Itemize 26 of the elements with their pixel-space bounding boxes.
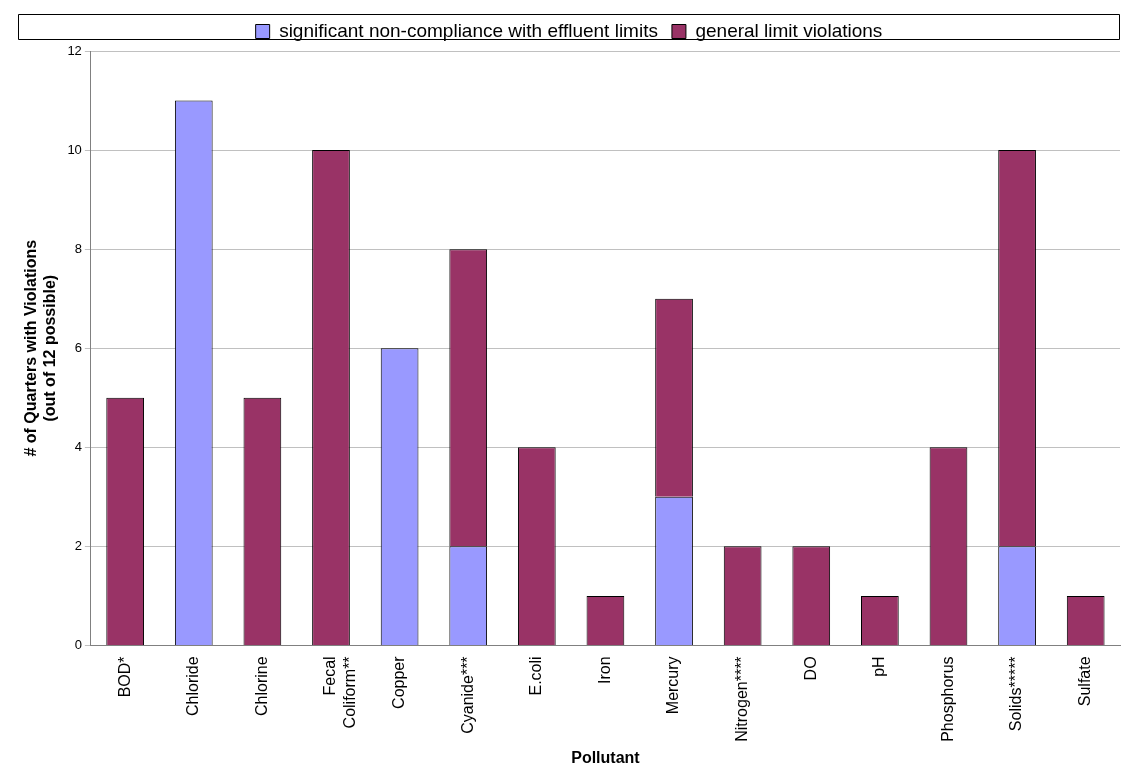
y-tick-label: 0 <box>74 636 82 652</box>
x-tick-label: Mercury <box>664 656 682 715</box>
y-axis-title: # of Quarters with Violations (out of 12 possible) <box>22 239 59 457</box>
x-tick-label: Chlorine <box>252 656 270 716</box>
y-tick-label: 8 <box>74 240 82 256</box>
y-tick-label: 6 <box>74 339 82 355</box>
y-tick-label: 2 <box>74 537 82 553</box>
legend-label: general limit violations <box>695 19 883 41</box>
x-tick-label: DO <box>801 656 819 681</box>
x-tick-label: E.coli <box>527 656 545 696</box>
y-tick-label: 12 <box>67 42 82 58</box>
legend-label: significant non-compliance with effluent limits <box>279 19 658 41</box>
x-tick-label: Phosphorus <box>938 656 956 742</box>
x-axis-title: Pollutant <box>571 748 641 766</box>
y-tick-label: 10 <box>67 141 82 157</box>
x-tick-label: pH <box>870 656 888 677</box>
x-tick-label: Chloride <box>184 656 202 716</box>
x-tick-label: Copper <box>390 655 408 709</box>
x-tick-label: BOD* <box>115 656 133 698</box>
x-tick-label: Cyanide*** <box>458 656 476 734</box>
x-tick-label: Sulfate <box>1076 656 1094 707</box>
x-tick-label: Solids***** <box>1007 656 1025 732</box>
x-tick-label: Iron <box>595 656 613 684</box>
y-tick-label: 4 <box>74 438 82 454</box>
x-tick-label: Nitrogen**** <box>733 656 751 742</box>
x-tick-label: Fecal Coliform** <box>321 656 358 729</box>
